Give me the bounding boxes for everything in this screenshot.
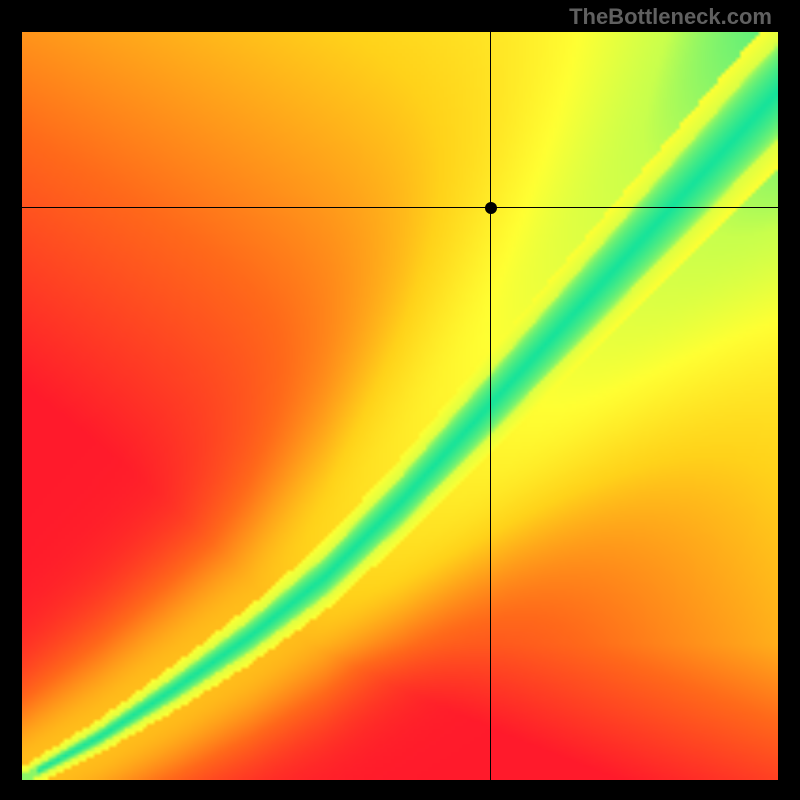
watermark-text: TheBottleneck.com — [569, 4, 772, 30]
crosshair-vertical — [490, 32, 491, 780]
plot-frame — [22, 32, 778, 780]
heatmap-canvas — [22, 32, 778, 780]
crosshair-marker — [485, 202, 497, 214]
crosshair-horizontal — [22, 207, 778, 208]
